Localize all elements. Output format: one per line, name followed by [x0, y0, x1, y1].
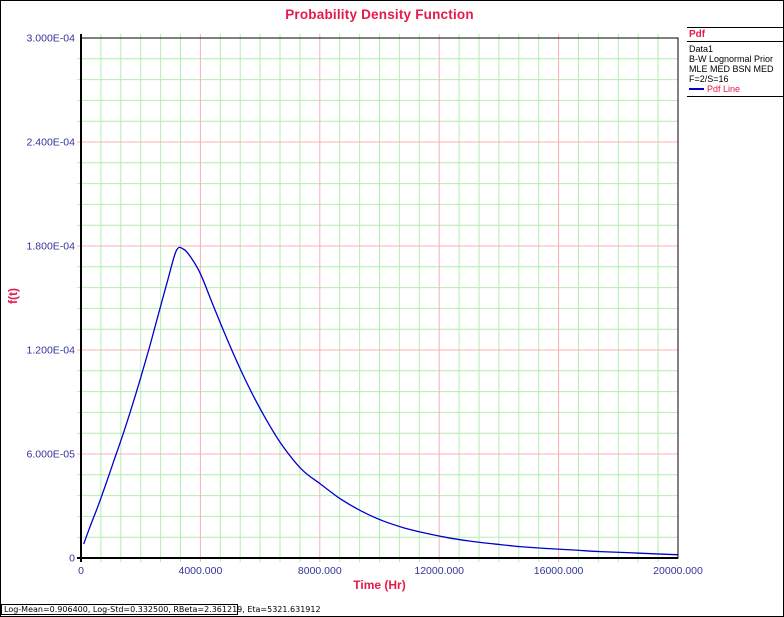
pdf-line-swatch	[689, 88, 704, 90]
status-bar: Log-Mean=0.906400, Log-Std=0.332500, RBe…	[1, 604, 321, 615]
y-tick-label: 6.000E-05	[27, 449, 76, 461]
legend-failures-suspensions-label: F=2/S=16	[689, 74, 729, 84]
plot-area: 0 4000.000 8000.000 12000.000 16000.000 20000…	[27, 33, 703, 578]
chart-title: Probability Density Function	[285, 7, 474, 22]
x-tick-label: 8000.000	[298, 565, 342, 577]
x-tick-label: 20000.000	[653, 565, 703, 577]
y-tick-label: 3.000E-04	[27, 33, 76, 45]
y-tick-label: 1.800E-04	[27, 241, 76, 253]
x-axis-label: Time (Hr)	[353, 578, 406, 592]
legend-method-label: MLE MED BSN MED	[689, 64, 774, 74]
x-tick-label: 0	[78, 565, 84, 577]
legend-body: Data1 B-W Lognormal Prior MLE MED BSN ME…	[687, 42, 783, 96]
pdf-curve	[83, 246, 679, 556]
y-tick-label: 0	[69, 553, 75, 565]
x-tick-label: 12000.000	[414, 565, 464, 577]
y-axis-label: f(t)	[6, 288, 20, 304]
legend-series-entry: Pdf Line	[689, 84, 783, 94]
y-tick-label: 2.400E-04	[27, 137, 76, 149]
legend-model-label: B-W Lognormal Prior	[689, 54, 774, 64]
y-tick-label: 1.200E-04	[27, 345, 76, 357]
legend: Pdf Data1 B-W Lognormal Prior MLE MED BS…	[687, 27, 783, 97]
x-tick-label: 16000.000	[534, 565, 584, 577]
legend-series-label: Pdf Line	[707, 84, 741, 94]
legend-dataset-name: Data1	[689, 44, 714, 54]
legend-title: Pdf	[687, 28, 783, 42]
x-tick-label: 4000.000	[179, 565, 223, 577]
